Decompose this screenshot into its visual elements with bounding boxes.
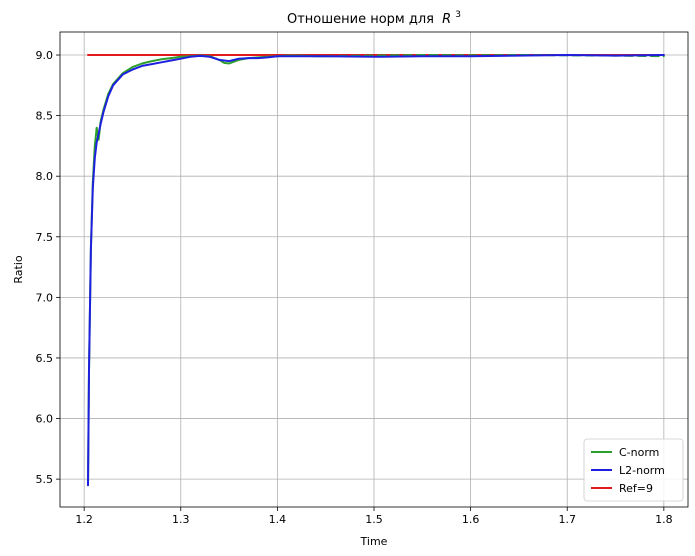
x-axis-label: Time xyxy=(360,535,388,548)
x-tick-label: 1.2 xyxy=(75,513,93,526)
y-tick-label: 7.0 xyxy=(36,291,54,304)
chart-title: Отношение норм для R 3 xyxy=(287,10,461,27)
legend-box xyxy=(583,438,684,502)
y-tick-label: 8.5 xyxy=(36,110,54,123)
chart-title-math: R xyxy=(442,12,451,27)
legend: C-norm L2-norm Ref=9 xyxy=(583,438,684,502)
series-line-l2-norm xyxy=(87,54,665,487)
legend-label-c-norm: C-norm xyxy=(619,446,659,459)
x-axis: 1.2 1.3 1.4 1.5 1.6 1.7 1.8 xyxy=(75,507,673,526)
y-tick-label: 9.0 xyxy=(36,49,54,62)
y-axis-label: Ratio xyxy=(12,255,25,284)
y-axis: 5.5 6.0 6.5 7.0 7.5 8.0 8.5 9.0 xyxy=(36,49,60,486)
x-tick-label: 1.3 xyxy=(172,513,190,526)
y-tick-label: 6.5 xyxy=(36,352,54,365)
y-tick-label: 7.5 xyxy=(36,231,54,244)
chart-title-text: Отношение норм для xyxy=(287,12,434,27)
y-tick-label: 8.0 xyxy=(36,170,54,183)
legend-label-ref-9: Ref=9 xyxy=(619,482,653,495)
y-tick-label: 5.5 xyxy=(36,473,54,486)
chart-title-superscript: 3 xyxy=(455,10,461,20)
x-tick-label: 1.4 xyxy=(269,513,287,526)
legend-label-l2-norm: L2-norm xyxy=(619,464,665,477)
x-tick-label: 1.5 xyxy=(365,513,383,526)
x-tick-label: 1.8 xyxy=(655,513,673,526)
series-layer xyxy=(87,54,665,487)
x-tick-label: 1.6 xyxy=(462,513,480,526)
y-tick-label: 6.0 xyxy=(36,413,54,426)
x-tick-label: 1.7 xyxy=(558,513,576,526)
